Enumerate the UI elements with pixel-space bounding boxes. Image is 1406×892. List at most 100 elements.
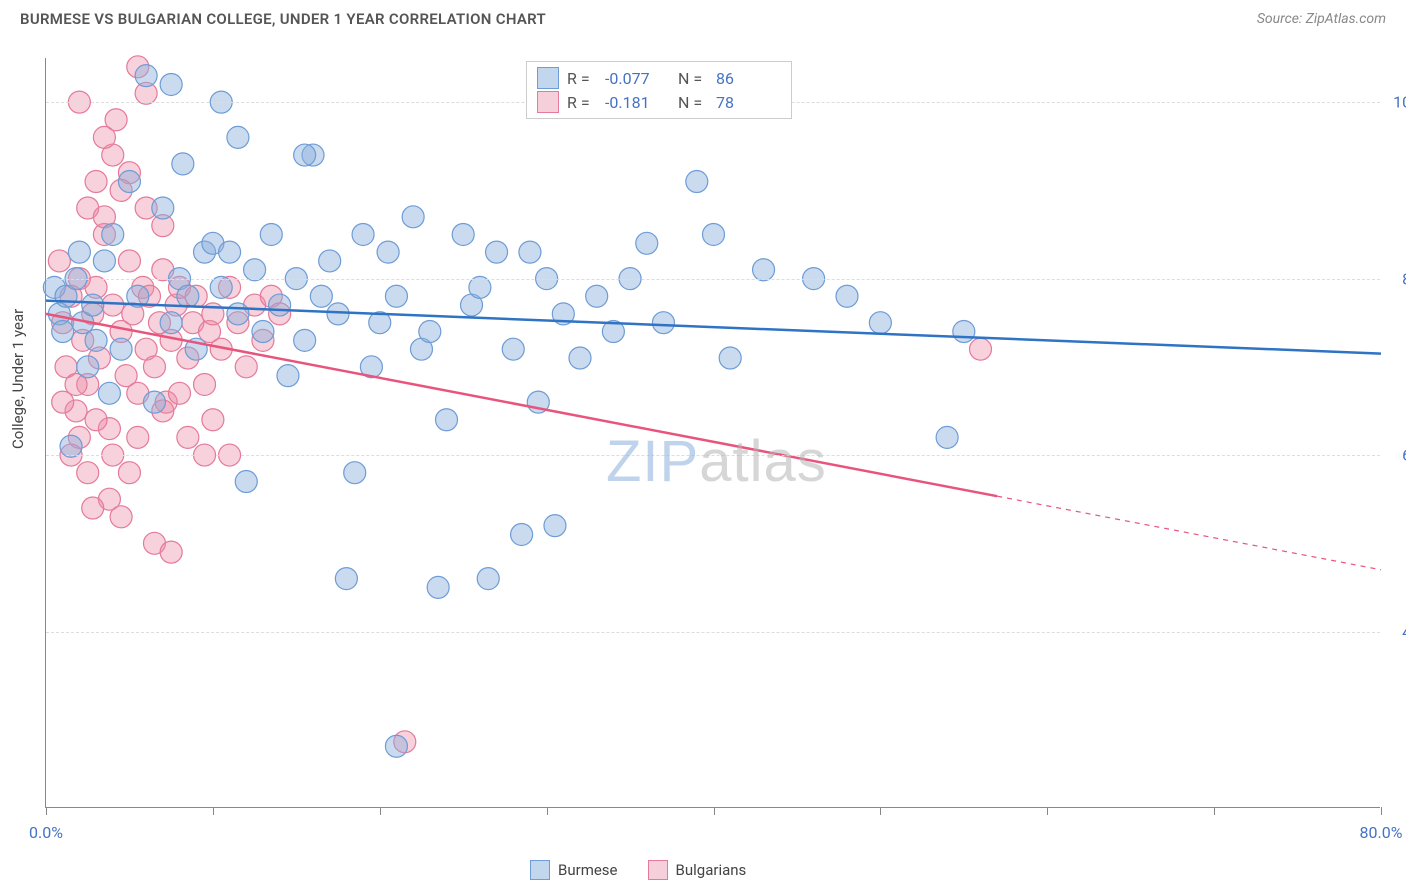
r-label: R =: [567, 93, 597, 112]
burmese-point: [244, 259, 266, 281]
burmese-point: [227, 126, 249, 148]
burmese-point: [469, 276, 491, 298]
burmese-point: [652, 312, 674, 334]
burmese-point: [319, 250, 341, 272]
bulgarians-point: [194, 373, 216, 395]
burmese-point: [869, 312, 891, 334]
xtick-label: 80.0%: [1360, 823, 1403, 842]
burmese-point: [936, 426, 958, 448]
xtick: [714, 807, 715, 815]
burmese-point: [335, 568, 357, 590]
burmese-point: [544, 515, 566, 537]
burmese-point: [377, 241, 399, 263]
bulgarians-point: [118, 250, 140, 272]
xtick: [1381, 807, 1382, 815]
burmese-point: [85, 329, 107, 351]
legend-row-burmese: R = -0.077 N = 86: [537, 66, 781, 90]
burmese-point: [486, 241, 508, 263]
burmese-point: [436, 409, 458, 431]
xtick: [880, 807, 881, 815]
n-value-burmese: 86: [716, 69, 781, 88]
burmese-point: [160, 73, 182, 95]
burmese-swatch-icon: [537, 67, 559, 89]
burmese-point: [210, 276, 232, 298]
ytick-label: 80.0%: [1402, 269, 1406, 288]
bulgarians-swatch-icon: [537, 91, 559, 113]
ytick-label: 60.0%: [1402, 446, 1406, 465]
bulgarians-point: [93, 126, 115, 148]
burmese-point: [77, 356, 99, 378]
burmese-point: [143, 391, 165, 413]
burmese-point: [110, 338, 132, 360]
legend-item-bulgarians: Bulgarians: [648, 860, 747, 880]
r-value-burmese: -0.077: [605, 69, 670, 88]
n-value-bulgarians: 78: [716, 93, 781, 112]
bulgarians-swatch-icon: [648, 860, 668, 880]
source-attribution: Source: ZipAtlas.com: [1257, 11, 1386, 27]
scatter-plot-svg: [46, 58, 1380, 807]
chart-plot-area: R = -0.077 N = 86 R = -0.181 N = 78 ZIPa…: [45, 58, 1380, 808]
burmese-point: [269, 294, 291, 316]
gridline: [46, 632, 1380, 633]
burmese-point: [586, 285, 608, 307]
burmese-point: [177, 285, 199, 307]
bulgarians-point: [48, 250, 70, 272]
burmese-point: [719, 347, 741, 369]
bulgarians-point: [102, 294, 124, 316]
burmese-point: [569, 347, 591, 369]
burmese-point: [686, 171, 708, 193]
burmese-point: [60, 435, 82, 457]
burmese-point: [152, 197, 174, 219]
bulgarians-point: [110, 506, 132, 528]
chart-title: BURMESE VS BULGARIAN COLLEGE, UNDER 1 YE…: [20, 10, 546, 28]
burmese-point: [82, 294, 104, 316]
bulgarians-point: [235, 356, 257, 378]
burmese-point: [836, 285, 858, 307]
xtick: [213, 807, 214, 815]
burmese-point: [502, 338, 524, 360]
xtick: [380, 807, 381, 815]
burmese-point: [477, 568, 499, 590]
bulgarians-point: [970, 338, 992, 360]
burmese-point: [118, 171, 140, 193]
burmese-swatch-icon: [530, 860, 550, 880]
burmese-point: [419, 321, 441, 343]
ytick-label: 40.0%: [1402, 622, 1406, 641]
burmese-point: [294, 329, 316, 351]
burmese-point: [344, 462, 366, 484]
xtick: [1047, 807, 1048, 815]
gridline: [46, 455, 1380, 456]
ytick-label: 100.0%: [1393, 93, 1406, 112]
burmese-point: [160, 312, 182, 334]
burmese-point: [452, 223, 474, 245]
xtick-label: 0.0%: [29, 823, 63, 842]
n-label: N =: [678, 69, 708, 88]
bulgarians-regression-line-extrapolated: [997, 496, 1381, 570]
xtick: [46, 807, 47, 815]
bulgarians-point: [177, 426, 199, 448]
bulgarians-point: [77, 462, 99, 484]
gridline: [46, 279, 1380, 280]
n-label: N =: [678, 93, 708, 112]
burmese-point: [385, 735, 407, 757]
legend-label-burmese: Burmese: [558, 861, 618, 879]
bulgarians-point: [118, 462, 140, 484]
burmese-point: [385, 285, 407, 307]
bulgarians-point: [85, 409, 107, 431]
burmese-point: [294, 144, 316, 166]
burmese-point: [327, 303, 349, 325]
correlation-legend: R = -0.077 N = 86 R = -0.181 N = 78: [526, 61, 792, 119]
bulgarians-point: [127, 426, 149, 448]
bulgarians-point: [202, 409, 224, 431]
series-legend: Burmese Bulgarians: [530, 860, 746, 880]
burmese-point: [703, 223, 725, 245]
burmese-point: [52, 321, 74, 343]
burmese-point: [252, 321, 274, 343]
bulgarians-point: [143, 356, 165, 378]
bulgarians-point: [82, 497, 104, 519]
burmese-point: [172, 153, 194, 175]
xtick: [1214, 807, 1215, 815]
burmese-point: [310, 285, 332, 307]
burmese-point: [953, 321, 975, 343]
burmese-point: [427, 576, 449, 598]
